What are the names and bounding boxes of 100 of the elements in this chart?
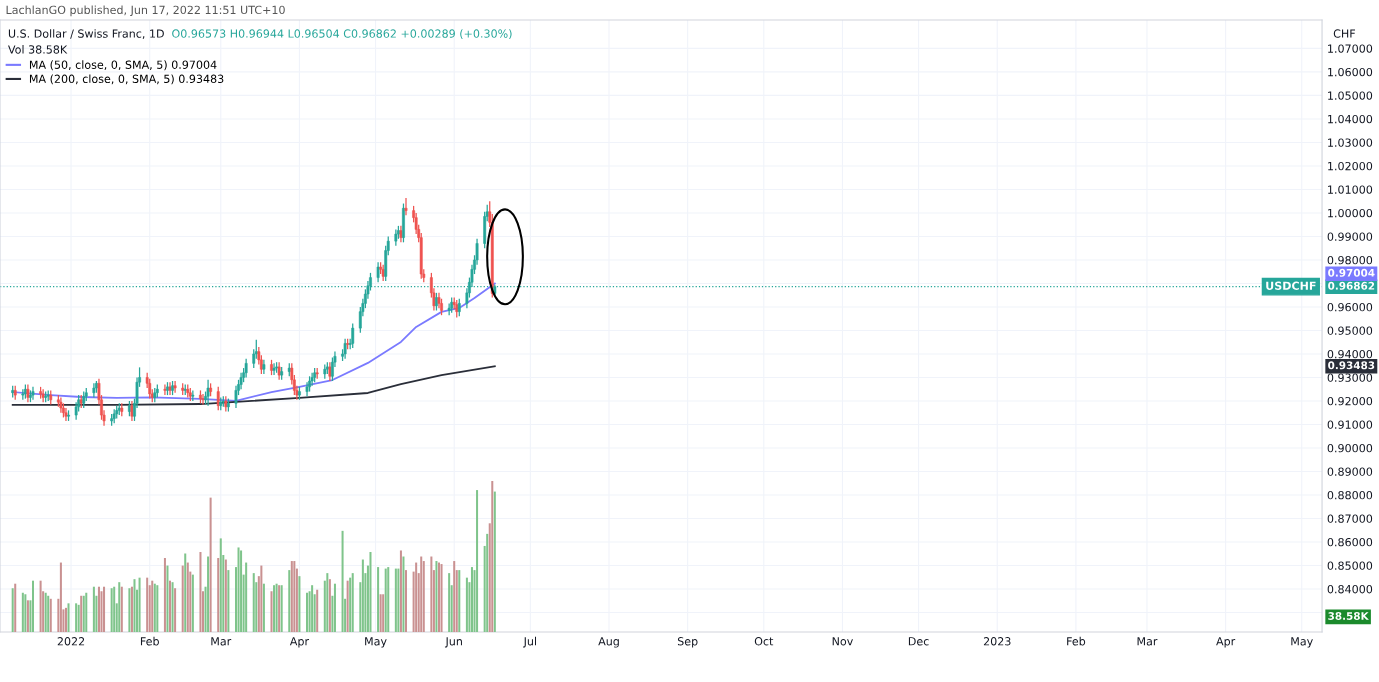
bar	[85, 592, 88, 633]
text: O0.96573 H0.96944 L0.96504 C0.96862 +0.00289 (+0.30%)	[172, 29, 512, 40]
bar	[369, 551, 372, 633]
bar	[387, 567, 390, 633]
ref-line-label: USDCHF	[1266, 281, 1316, 290]
y-tick-label: 0.93000	[1327, 373, 1373, 382]
bar	[138, 577, 141, 633]
bar	[377, 567, 380, 633]
bar	[163, 558, 166, 633]
x-tick-label: Feb	[1067, 636, 1086, 646]
bar	[476, 490, 479, 633]
bar	[453, 561, 456, 633]
bar	[11, 588, 14, 633]
bar	[351, 573, 354, 633]
bar	[262, 583, 265, 633]
bar	[240, 550, 243, 633]
y-tick-label: 1.06000	[1328, 67, 1373, 77]
bar	[491, 481, 494, 633]
bar	[379, 594, 382, 633]
x-tick-label: 2023	[983, 637, 1011, 646]
y-tick-label: 0.88000	[1327, 490, 1373, 500]
bar	[415, 562, 418, 633]
candlestick	[199, 389, 202, 404]
candlestick	[404, 197, 408, 216]
bar	[24, 594, 27, 633]
bar	[493, 491, 496, 633]
bar	[184, 553, 187, 633]
bar	[420, 556, 423, 633]
bar	[166, 565, 169, 633]
bar	[224, 559, 227, 633]
bar	[384, 568, 387, 633]
bar	[181, 565, 184, 633]
x-tick-label: May	[365, 637, 387, 648]
y-tick-label: 1.04000	[1328, 114, 1373, 124]
bar	[422, 561, 425, 633]
legend-label: MA (50, close, 0, SMA, 5) 0.97004	[29, 60, 217, 71]
y-tick-label: 0.86000	[1327, 537, 1373, 547]
candlestick	[166, 381, 169, 396]
y-tick-label: 0.85000	[1327, 561, 1373, 570]
y-tick-label: 0.87000	[1327, 514, 1373, 523]
bar	[118, 582, 121, 633]
bar	[237, 547, 240, 633]
bar	[361, 559, 364, 633]
y-tick-label: 1.07000	[1328, 44, 1373, 53]
bar	[120, 586, 123, 633]
y-tick-label: 0.95000	[1327, 326, 1373, 335]
candlestick	[39, 386, 43, 400]
bar	[217, 558, 220, 633]
candlestick	[173, 380, 177, 394]
bar	[394, 568, 397, 633]
bar	[31, 580, 34, 633]
bar	[288, 570, 291, 633]
bar	[341, 530, 344, 633]
y-tick-label: 0.99000	[1327, 232, 1373, 241]
candlestick	[270, 359, 273, 376]
bar	[67, 603, 70, 633]
x-tick-label: Sep	[677, 637, 698, 648]
bar	[326, 573, 329, 633]
bar	[316, 589, 319, 633]
y-axis-title: CHF	[1333, 29, 1356, 38]
bar	[486, 533, 489, 633]
y-tick-label: 0.94000	[1327, 349, 1373, 359]
bar	[21, 592, 24, 633]
bar	[186, 562, 189, 633]
bar	[227, 570, 230, 633]
y-tick-label: 0.91000	[1327, 420, 1373, 429]
x-tick-label: Oct	[754, 637, 774, 646]
bar	[207, 556, 210, 633]
bar	[399, 550, 402, 633]
bar	[113, 586, 116, 633]
y-tick-label: 0.84000	[1327, 584, 1373, 594]
bar	[156, 585, 159, 633]
x-tick-label: Mar	[1137, 637, 1158, 646]
bar	[260, 565, 263, 633]
y-tick-label: 0.90000	[1327, 443, 1373, 453]
x-tick-label: May	[1291, 637, 1313, 648]
candlestick	[308, 375, 311, 393]
bar	[293, 561, 296, 633]
bar	[97, 586, 100, 633]
bar	[14, 583, 17, 633]
bar	[59, 562, 62, 633]
bar	[174, 588, 177, 633]
y-tick-label: 1.01000	[1328, 185, 1373, 194]
candlestick	[447, 302, 451, 316]
bar	[103, 586, 106, 633]
x-tick-label: Mar	[211, 637, 232, 646]
bar	[92, 586, 95, 633]
x-tick-label: Feb	[140, 636, 159, 646]
bar	[39, 580, 42, 633]
bar	[199, 551, 202, 633]
bar	[209, 497, 212, 633]
text: LachlanGO published, Jun 17, 2022 11:51 UTC+10	[6, 5, 285, 17]
bar	[133, 579, 136, 633]
text: 0.93483	[1328, 361, 1375, 370]
annotation: Vol 38.58K	[8, 45, 68, 54]
bar	[110, 588, 113, 633]
y-tick-label: 1.05000	[1328, 91, 1373, 100]
text: 38.58K	[1328, 612, 1369, 620]
x-tick-label: Nov	[832, 637, 853, 646]
bar	[311, 585, 314, 633]
